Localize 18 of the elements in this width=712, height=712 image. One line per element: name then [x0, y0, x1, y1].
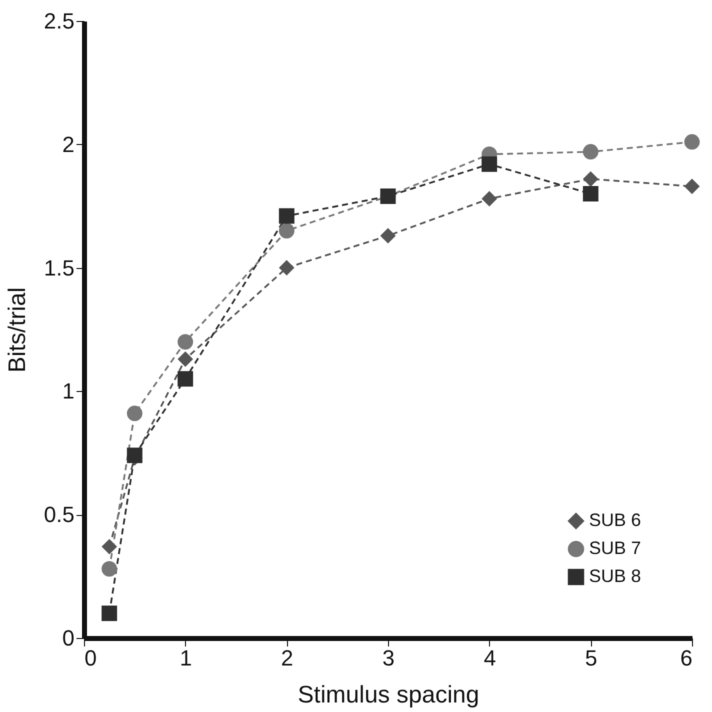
- y-axis-title: Bits/trial: [4, 287, 31, 373]
- y-tick-label: 0: [62, 626, 74, 650]
- x-tick-label: 0: [84, 646, 97, 670]
- y-tick-label: 2.5: [44, 8, 74, 34]
- x-tick-label: 3: [382, 646, 395, 670]
- x-axis-title: Stimulus spacing: [298, 682, 480, 708]
- x-tick-label: 1: [180, 646, 192, 670]
- legend-label: SUB 8: [589, 566, 642, 586]
- x-tick-label: 4: [484, 646, 496, 670]
- y-tick-label: 1.5: [44, 255, 74, 280]
- x-tick-label: 5: [585, 646, 598, 670]
- legend-label: SUB 6: [589, 510, 642, 530]
- y-tick-label: 1: [62, 378, 74, 404]
- y-tick-label: 2: [62, 132, 74, 157]
- x-tick-label: 2: [281, 646, 294, 670]
- y-tick-label: 0.5: [44, 502, 74, 528]
- legend-label: SUB 7: [589, 538, 642, 558]
- x-tick-label: 6: [680, 646, 692, 670]
